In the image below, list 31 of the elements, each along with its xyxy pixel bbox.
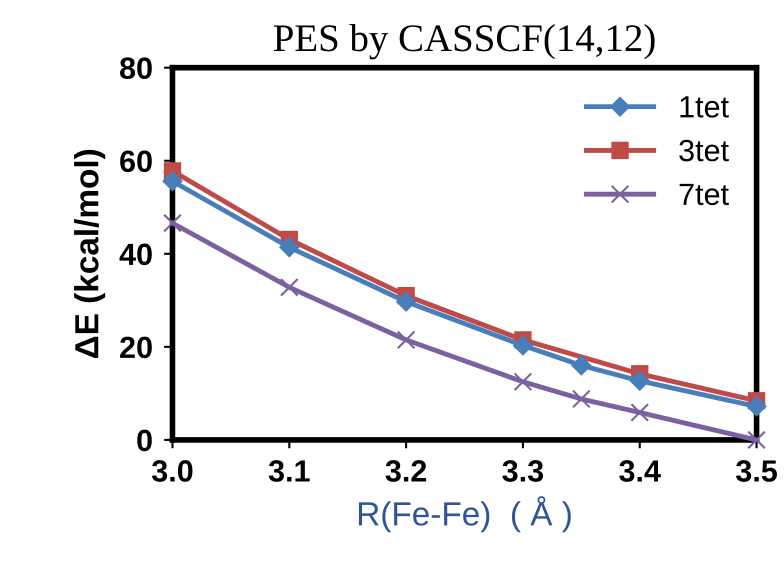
x-tick-label: 3.5: [736, 460, 777, 482]
point: [396, 292, 416, 312]
point: [162, 171, 182, 192]
point: [572, 390, 591, 408]
x-tick-label: 3.2: [386, 460, 426, 482]
x-tick-label: 3.4: [619, 460, 661, 482]
y-tick-label: 20: [120, 336, 152, 358]
point: [571, 356, 592, 376]
point: [163, 214, 182, 232]
y-tick-label: 80: [120, 57, 152, 80]
point: [746, 396, 766, 416]
point: [747, 430, 766, 450]
legend-label: 1tet: [680, 96, 729, 118]
y-tick-label: 0: [137, 430, 152, 452]
chart-title: PES by CASSCF(14,12): [274, 24, 655, 60]
y-tick-label: 60: [120, 150, 152, 172]
point: [396, 330, 416, 350]
point: [630, 370, 650, 391]
x-tick-label: 3.0: [152, 460, 192, 482]
y-axis-title: ΔE (kcal/mol): [74, 150, 106, 358]
point: [279, 237, 300, 258]
y-tick-label: 40: [120, 244, 152, 266]
x-axis-title: R(Fe-Fe) ( Å ): [358, 496, 571, 532]
point: [630, 403, 650, 422]
point: [514, 372, 532, 392]
point: [513, 336, 533, 356]
legend-label: 7tet: [680, 184, 729, 206]
point: [280, 278, 299, 297]
legend-label: 3tet: [679, 140, 729, 162]
x-tick-label: 3.3: [502, 460, 544, 482]
x-tick-label: 3.1: [268, 460, 310, 482]
